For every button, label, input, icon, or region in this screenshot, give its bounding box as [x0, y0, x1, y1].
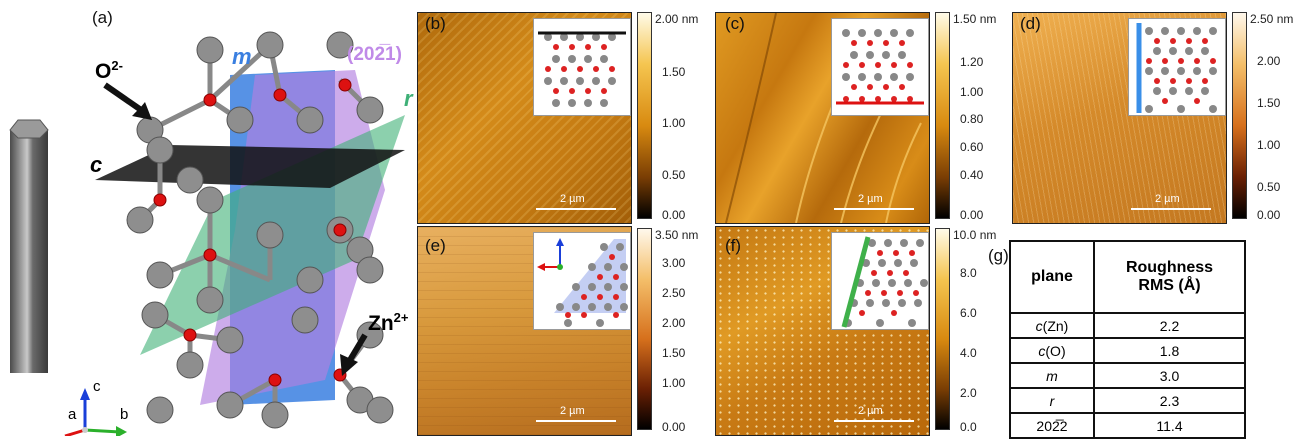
roughness-table: plane Roughness RMS (Å) c(Zn) 2.2 c(O) 1… [1009, 240, 1246, 439]
colorbar-d-tick: 0.00 [1257, 208, 1281, 222]
panel-label-g: (g) [988, 246, 1009, 265]
panel-label-f: (f) [725, 236, 742, 255]
header-roughness: Roughness RMS (Å) [1093, 240, 1246, 314]
table-row: c(O) 1.8 [1009, 337, 1246, 364]
table-cell-plane: c(Zn) [1009, 312, 1095, 339]
panel-label-c: (c) [725, 14, 745, 33]
inset-structure-b [533, 18, 631, 116]
header-roughness-line2: RMS (Å) [1138, 277, 1201, 294]
m-plane-label: m [232, 44, 252, 69]
table-cell-plane: c(O) [1009, 337, 1095, 364]
colorbar-e [637, 228, 652, 430]
table-cell-plane: r [1009, 387, 1095, 414]
crystal-structure-model [64, 31, 405, 436]
header-plane: plane [1009, 240, 1095, 314]
afm-image-b: 2 µm [417, 12, 632, 224]
scale-bar-d [1131, 208, 1211, 210]
table-cell-plane: m [1009, 362, 1095, 389]
header-roughness-line1: Roughness [1125, 259, 1214, 276]
table-cell-value: 3.0 [1093, 362, 1246, 389]
axis-b-arrow [84, 428, 121, 434]
colorbar-c-tick: 0.00 [960, 208, 984, 222]
nanowire-illustration [9, 119, 49, 373]
scale-bar-c [834, 208, 914, 210]
afm-image-d: 2 µm [1012, 12, 1227, 224]
colorbar-f-tick: 6.0 [960, 306, 977, 320]
colorbar-d-max: 2.50 nm [1250, 12, 1294, 26]
inset-structure-f [831, 232, 929, 330]
scale-text-b: 2 µm [560, 193, 585, 205]
colorbar-d-tick: 2.00 [1257, 54, 1281, 68]
colorbar-b-tick: 1.00 [662, 116, 686, 130]
colorbar-d-tick: 1.00 [1257, 138, 1281, 152]
inset-structure-c [831, 18, 929, 116]
colorbar-b-tick: 0.50 [662, 168, 686, 182]
inset-structure-d [1128, 18, 1226, 116]
table-cell-value: 1.8 [1093, 337, 1246, 364]
colorbar-f-tick: 0.0 [960, 420, 977, 434]
colorbar-b [637, 12, 652, 219]
table-header-row: plane Roughness RMS (Å) [1009, 240, 1246, 314]
colorbar-f-tick: 4.0 [960, 346, 977, 360]
table-cell-value: 2.2 [1093, 312, 1246, 339]
r-plane-label: r [404, 86, 413, 111]
colorbar-c-tick: 0.80 [960, 112, 984, 126]
colorbar-b-tick: 1.50 [662, 65, 686, 79]
zn-ion-label: Zn2+ [368, 310, 409, 335]
scale-text-d: 2 µm [1155, 193, 1180, 205]
colorbar-c-tick: 0.60 [960, 140, 984, 154]
colorbar-c-tick: 1.20 [960, 55, 984, 69]
afm-image-e: 2 µm [417, 226, 632, 436]
table-row: r 2.3 [1009, 387, 1246, 414]
axis-a-arrow [64, 428, 86, 436]
table-cell-plane: 202̅2 [1009, 412, 1095, 439]
panel-label-b: (b) [425, 14, 446, 33]
colorbar-c-tick: 0.40 [960, 168, 984, 182]
axis-b-label: b [120, 406, 129, 423]
colorbar-f-tick: 2.0 [960, 386, 977, 400]
table-cell-value: 2.3 [1093, 387, 1246, 414]
colorbar-b-max: 2.00 nm [655, 12, 699, 26]
colorbar-c-max: 1.50 nm [953, 12, 997, 26]
panel-label-d: (d) [1020, 14, 1041, 33]
colorbar-d-tick: 0.50 [1257, 180, 1281, 194]
table-row: c(Zn) 2.2 [1009, 312, 1246, 339]
colorbar-e-tick: 3.00 [662, 256, 686, 270]
colorbar-f [935, 228, 950, 430]
panel-label-a: (a) [92, 8, 113, 27]
colorbar-e-tick: 2.00 [662, 316, 686, 330]
panel-label-e: (e) [425, 236, 446, 255]
table-row: 202̅2 11.4 [1009, 412, 1246, 439]
o-ion-label: O2- [95, 58, 123, 83]
colorbar-d [1232, 12, 1247, 219]
scale-bar-f [834, 420, 914, 422]
hkl-plane-label: (202̅1) [347, 44, 402, 65]
colorbar-b-tick: 0.00 [662, 208, 686, 222]
table-row: m 3.0 [1009, 362, 1246, 389]
axis-a-label: a [68, 406, 77, 423]
c-plane [95, 145, 405, 188]
scale-bar-b [536, 208, 616, 210]
afm-image-c: 2 µm [715, 12, 930, 224]
afm-image-f: 2 µm [715, 226, 930, 436]
colorbar-d-tick: 1.50 [1257, 96, 1281, 110]
axis-c-label: c [93, 378, 101, 395]
colorbar-e-tick: 1.00 [662, 376, 686, 390]
colorbar-c [935, 12, 950, 219]
scale-bar-e [536, 420, 616, 422]
zn-ion-arrow [340, 354, 358, 376]
colorbar-f-max: 10.0 nm [953, 228, 997, 242]
c-plane-label: c [90, 152, 103, 177]
scale-text-f: 2 µm [858, 405, 883, 417]
colorbar-e-tick: 1.50 [662, 346, 686, 360]
scale-text-c: 2 µm [858, 193, 883, 205]
colorbar-e-max: 3.50 nm [655, 228, 699, 242]
colorbar-f-tick: 8.0 [960, 266, 977, 280]
colorbar-c-tick: 1.00 [960, 85, 984, 99]
scale-text-e: 2 µm [560, 405, 585, 417]
inset-structure-e [533, 232, 631, 330]
colorbar-e-tick: 0.00 [662, 420, 686, 434]
colorbar-e-tick: 2.50 [662, 286, 686, 300]
table-cell-value: 11.4 [1093, 412, 1246, 439]
